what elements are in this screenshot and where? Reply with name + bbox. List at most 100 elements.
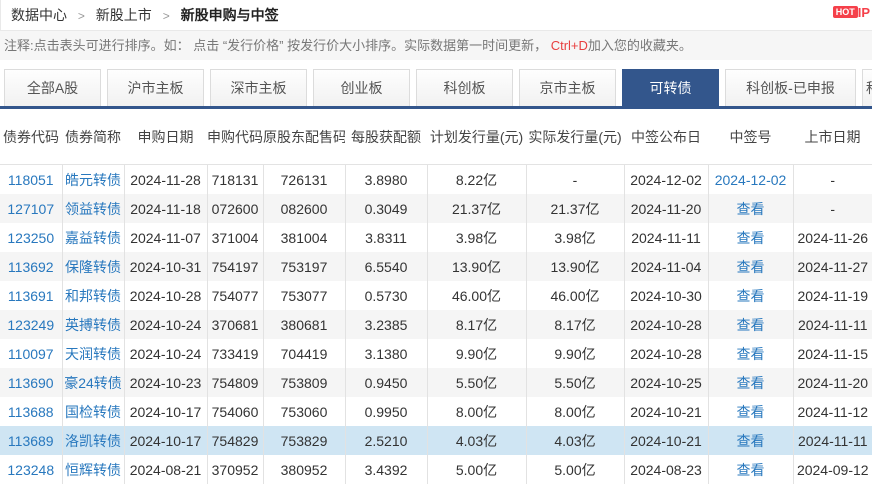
name-link[interactable]: 英搏转债: [65, 316, 121, 333]
column-header-code[interactable]: 债券代码: [0, 109, 62, 165]
lottery-link[interactable]: 查看: [736, 403, 765, 420]
column-header-lottery[interactable]: 中签号: [708, 109, 793, 165]
lottery-link[interactable]: 查看: [736, 374, 765, 391]
cell-list-date: -: [792, 164, 872, 194]
code-link[interactable]: 113688: [7, 403, 54, 420]
cell-placement-code: 704419: [262, 339, 345, 368]
code-link[interactable]: 113692: [7, 258, 54, 275]
code-link[interactable]: 113689: [7, 432, 54, 449]
tab-7[interactable]: 科创板-已申报: [725, 69, 856, 106]
lottery-link[interactable]: 查看: [736, 200, 765, 217]
tab-2[interactable]: 深市主板: [210, 69, 307, 106]
name-link[interactable]: 和邦转债: [65, 287, 121, 304]
lottery-link[interactable]: 查看: [736, 461, 765, 478]
cell-name: 豪24转债: [61, 368, 124, 397]
tab-0[interactable]: 全部A股: [4, 69, 101, 106]
cell-placement-code: 380952: [262, 455, 345, 484]
code-link[interactable]: 113691: [7, 287, 54, 304]
tab-active-6[interactable]: 可转债: [622, 69, 719, 106]
note-text: 注释:点击表头可进行排序。如： 点击 “发行价格” 按发行价大小排序。实际数据第…: [4, 38, 551, 53]
cell-announce-date: 2024-11-11: [623, 223, 708, 252]
lottery-link[interactable]: 查看: [736, 287, 765, 304]
lottery-link[interactable]: 查看: [736, 345, 765, 362]
lottery-link[interactable]: 查看: [736, 258, 765, 275]
name-link[interactable]: 领益转债: [65, 200, 121, 217]
name-link[interactable]: 豪24转债: [64, 374, 122, 391]
cell-placement-code: 381004: [262, 223, 345, 252]
cell-apply-code: 754197: [206, 252, 263, 281]
cell-actual-amount: -: [525, 164, 624, 194]
code-link[interactable]: 123248: [7, 461, 55, 478]
cell-per-share: 3.4392: [344, 455, 427, 484]
name-link[interactable]: 天润转债: [65, 345, 121, 362]
cell-placement-code: 082600: [262, 194, 345, 223]
cell-code: 113692: [0, 252, 62, 281]
cell-apply-code: 370681: [206, 310, 263, 339]
cell-code: 123248: [0, 455, 62, 484]
column-header-placement-code[interactable]: 原股东配售码: [263, 109, 345, 165]
cell-list-date: 2024-11-11: [792, 310, 872, 339]
hot-link[interactable]: HOT IP: [832, 3, 870, 20]
column-header-announce-date[interactable]: 中签公布日: [624, 109, 708, 165]
cell-list-date: 2024-11-26: [792, 223, 872, 252]
name-link[interactable]: 嘉益转债: [65, 229, 121, 246]
code-link[interactable]: 127107: [7, 200, 55, 217]
tab-8[interactable]: 科: [862, 69, 872, 106]
column-header-per-share[interactable]: 每股获配额: [345, 109, 427, 165]
code-link[interactable]: 123249: [7, 316, 55, 333]
name-link[interactable]: 恒辉转债: [65, 461, 121, 478]
tab-4[interactable]: 科创板: [416, 69, 513, 106]
tab-1[interactable]: 沪市主板: [107, 69, 204, 106]
cell-lottery: 查看: [707, 339, 793, 368]
cell-name: 和邦转债: [61, 281, 124, 310]
lottery-link[interactable]: 查看: [736, 316, 765, 333]
lottery-link[interactable]: 2024-12-02: [714, 171, 787, 188]
cell-apply-date: 2024-11-28: [123, 164, 207, 194]
note-hotkey: Ctrl+D: [550, 38, 588, 53]
cell-planned-amount: 21.37亿: [426, 194, 526, 223]
table-row: 113692 保隆转债 2024-10-31 754197 753197 6.5540 13…: [0, 252, 872, 281]
cell-apply-date: 2024-10-17: [123, 426, 207, 455]
cell-placement-code: 753809: [262, 368, 345, 397]
cell-apply-date: 2024-10-24: [123, 339, 207, 368]
cell-per-share: 3.8311: [344, 223, 427, 252]
name-link[interactable]: 保隆转债: [65, 258, 121, 275]
column-header-planned-amount[interactable]: 计划发行量(元): [427, 109, 526, 165]
tab-3[interactable]: 创业板: [313, 69, 410, 106]
lottery-link[interactable]: 查看: [736, 432, 765, 449]
note-text-suffix: 加入您的收藏夹。: [587, 38, 692, 53]
cell-apply-date: 2024-10-24: [123, 310, 207, 339]
cell-announce-date: 2024-11-04: [623, 252, 708, 281]
breadcrumb-item-new-stock[interactable]: 新股上市: [95, 7, 152, 23]
column-header-apply-date[interactable]: 申购日期: [124, 109, 207, 165]
code-link[interactable]: 113690: [7, 374, 54, 391]
tab-5[interactable]: 京市主板: [519, 69, 616, 106]
cell-announce-date: 2024-10-25: [623, 368, 708, 397]
cell-apply-date: 2024-11-07: [123, 223, 207, 252]
lottery-link[interactable]: 查看: [736, 229, 765, 246]
cell-name: 保隆转债: [61, 252, 124, 281]
column-header-actual-amount[interactable]: 实际发行量(元): [526, 109, 624, 165]
breadcrumb-item-data-center[interactable]: 数据中心: [11, 7, 67, 23]
cell-per-share: 6.5540: [344, 252, 427, 281]
cell-actual-amount: 5.00亿: [525, 455, 624, 484]
cell-code: 113690: [0, 368, 62, 397]
column-header-name[interactable]: 债券简称: [62, 109, 124, 165]
name-link[interactable]: 皓元转债: [65, 171, 121, 188]
column-header-list-date[interactable]: 上市日期: [793, 109, 872, 165]
code-link[interactable]: 118051: [7, 171, 54, 188]
cell-placement-code: 380681: [262, 310, 345, 339]
code-link[interactable]: 110097: [7, 345, 54, 362]
cell-planned-amount: 8.22亿: [426, 164, 526, 194]
name-link[interactable]: 洛凯转债: [65, 432, 121, 449]
column-header-apply-code[interactable]: 申购代码: [207, 109, 263, 165]
code-link[interactable]: 123250: [7, 229, 55, 246]
cell-lottery: 查看: [707, 223, 793, 252]
page-title: 新股申购与中签: [180, 7, 279, 23]
name-link[interactable]: 国检转债: [65, 403, 121, 420]
breadcrumb-separator: >: [77, 9, 85, 23]
cell-placement-code: 726131: [262, 164, 345, 194]
cell-apply-code: 754829: [206, 426, 263, 455]
cell-apply-code: 718131: [206, 164, 263, 194]
cell-lottery: 查看: [707, 455, 793, 484]
